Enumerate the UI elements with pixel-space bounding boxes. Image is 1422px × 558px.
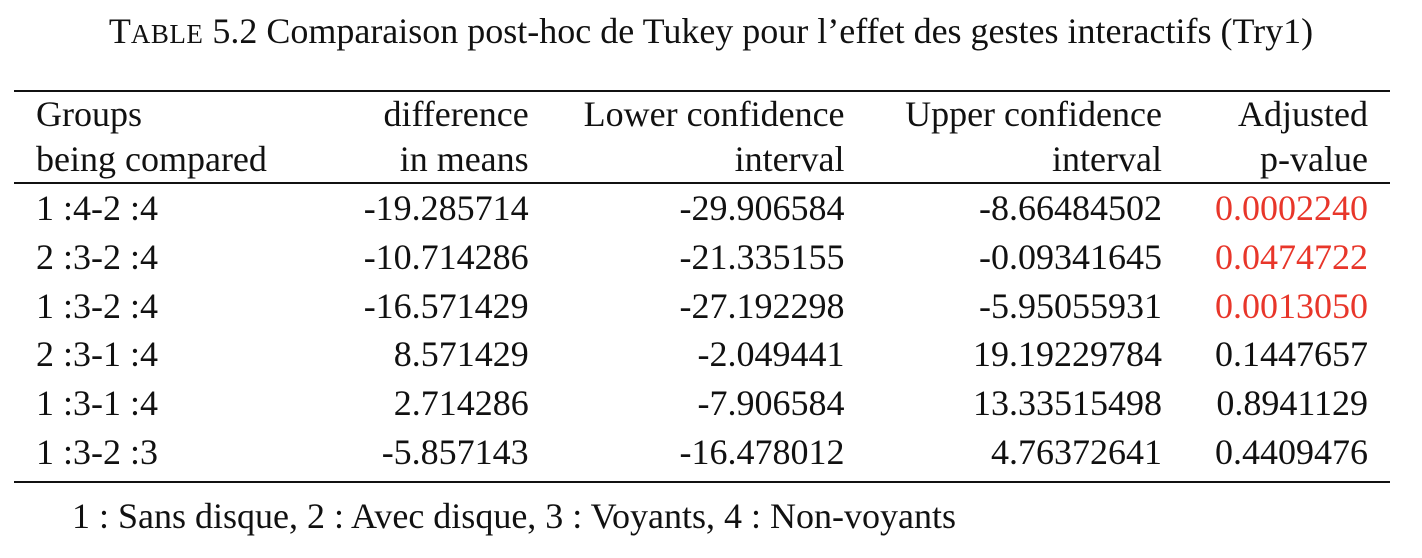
cell-pvalue: 0.0002240 <box>1215 188 1368 228</box>
bottom-rule <box>14 481 1390 483</box>
cell-upper-ci: -5.95055931 <box>978 285 1162 326</box>
cell-upper-ci: -8.66484502 <box>978 188 1162 228</box>
header-groups: Groups <box>36 94 142 134</box>
cell-difference: 8.571429 <box>393 334 529 375</box>
cell-pvalue: 0.0474722 <box>1215 236 1368 277</box>
table-row: 1 :3-1 :4 2.714286 -7.906584 13.33515498… <box>14 379 1390 428</box>
table-row: 2 :3-2 :4 -10.714286 -21.335155 -0.09341… <box>14 233 1390 282</box>
header-pvalue-line2: p-value <box>1260 139 1368 179</box>
table-body: 1 :4-2 :4 -19.285714 -29.906584 -8.66484… <box>14 182 1390 477</box>
header-rule <box>14 182 1390 184</box>
cell-difference: 2.714286 <box>393 383 529 424</box>
cell-groups: 2 :3-2 :4 <box>36 236 158 277</box>
table-footnote: 1 : Sans disque, 2 : Avec disque, 3 : Vo… <box>72 496 956 536</box>
cell-difference: -5.857143 <box>381 431 529 472</box>
header-lower-ci: Lower confidence <box>583 94 845 134</box>
cell-pvalue: 0.1447657 <box>1215 334 1368 375</box>
cell-groups: 2 :3-1 :4 <box>36 334 158 375</box>
cell-upper-ci: 19.19229784 <box>972 334 1162 375</box>
table-header: Groups difference Lower confidence Upper… <box>14 92 1390 182</box>
cell-difference: -10.714286 <box>363 236 529 277</box>
caption-prefix-rest: ABLE <box>130 19 204 49</box>
header-adjusted: Adjusted <box>1238 94 1368 134</box>
cell-difference: -19.285714 <box>363 188 529 228</box>
cell-pvalue: 0.4409476 <box>1215 431 1368 472</box>
table-row: 1 :3-2 :3 -5.857143 -16.478012 4.7637264… <box>14 428 1390 477</box>
header-row-2: being compared in means interval interva… <box>14 137 1390 182</box>
header-groups-line2: being compared <box>36 139 267 179</box>
header-lower-ci-line2: interval <box>734 139 845 179</box>
header-upper-ci: Upper confidence <box>905 94 1162 134</box>
cell-difference: -16.571429 <box>363 285 529 326</box>
tukey-table: Groups difference Lower confidence Upper… <box>14 92 1390 477</box>
cell-lower-ci: -2.049441 <box>697 334 845 375</box>
cell-lower-ci: -7.906584 <box>697 383 845 424</box>
table-caption: TABLE 5.2 Comparaison post-hoc de Tukey … <box>0 6 1422 59</box>
table-row: 1 :4-2 :4 -19.285714 -29.906584 -8.66484… <box>14 182 1390 233</box>
cell-groups: 1 :3-2 :4 <box>36 285 158 326</box>
caption-prefix-first: T <box>108 11 131 51</box>
cell-lower-ci: -16.478012 <box>679 431 845 472</box>
cell-lower-ci: -29.906584 <box>679 188 845 228</box>
cell-pvalue: 0.0013050 <box>1215 285 1368 326</box>
cell-upper-ci: 4.76372641 <box>990 431 1162 472</box>
cell-upper-ci: -0.09341645 <box>978 236 1162 277</box>
cell-upper-ci: 13.33515498 <box>972 383 1162 424</box>
header-difference-line2: in means <box>399 139 529 179</box>
caption-title: Comparaison post-hoc de Tukey pour l’eff… <box>266 11 1314 51</box>
cell-lower-ci: -27.192298 <box>679 285 845 326</box>
header-difference: difference <box>383 94 529 134</box>
cell-groups: 1 :3-1 :4 <box>36 383 158 424</box>
table-row: 1 :3-2 :4 -16.571429 -27.192298 -5.95055… <box>14 282 1390 331</box>
cell-groups: 1 :3-2 :3 <box>36 431 158 472</box>
top-rule <box>14 90 1390 92</box>
cell-lower-ci: -21.335155 <box>679 236 845 277</box>
cell-groups: 1 :4-2 :4 <box>36 188 158 228</box>
cell-pvalue: 0.8941129 <box>1216 383 1368 424</box>
caption-number: 5.2 <box>212 11 258 51</box>
header-upper-ci-line2: interval <box>1052 139 1162 179</box>
header-row-1: Groups difference Lower confidence Upper… <box>14 92 1390 137</box>
table-row: 2 :3-1 :4 8.571429 -2.049441 19.19229784… <box>14 330 1390 379</box>
